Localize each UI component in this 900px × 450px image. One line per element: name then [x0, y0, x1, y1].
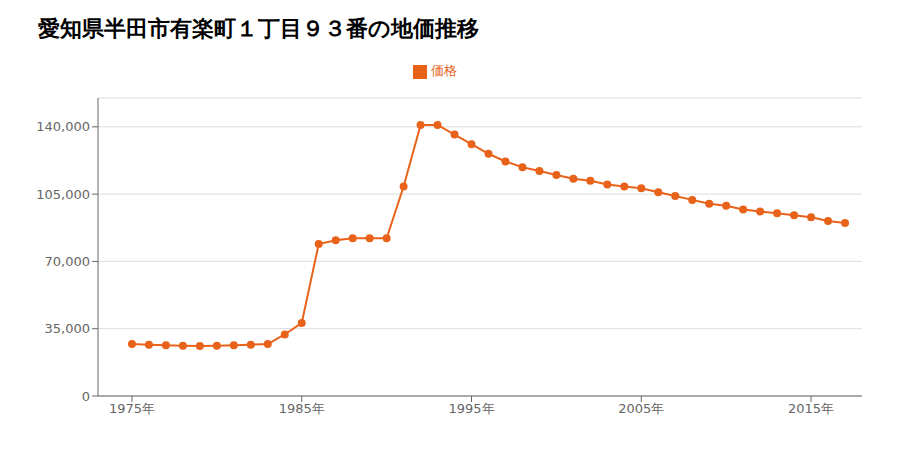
svg-text:2005年: 2005年 [618, 401, 664, 416]
html-text:価格: 価格 [431, 63, 457, 78]
svg-text:140,000: 140,000 [36, 119, 90, 134]
svg-text:1995年: 1995年 [448, 401, 494, 416]
svg-text:0: 0 [82, 389, 90, 404]
svg-text:1985年: 1985年 [279, 401, 325, 416]
svg-text:70,000: 70,000 [45, 254, 91, 269]
svg-text:35,000: 35,000 [45, 321, 91, 336]
svg-text:1975年: 1975年 [109, 401, 155, 416]
svg-text:105,000: 105,000 [36, 187, 90, 202]
svg-text:2015年: 2015年 [788, 401, 834, 416]
html-text:愛知県半田市有楽町１丁目９３番の地価推移: 愛知県半田市有楽町１丁目９３番の地価推移 [38, 16, 479, 41]
